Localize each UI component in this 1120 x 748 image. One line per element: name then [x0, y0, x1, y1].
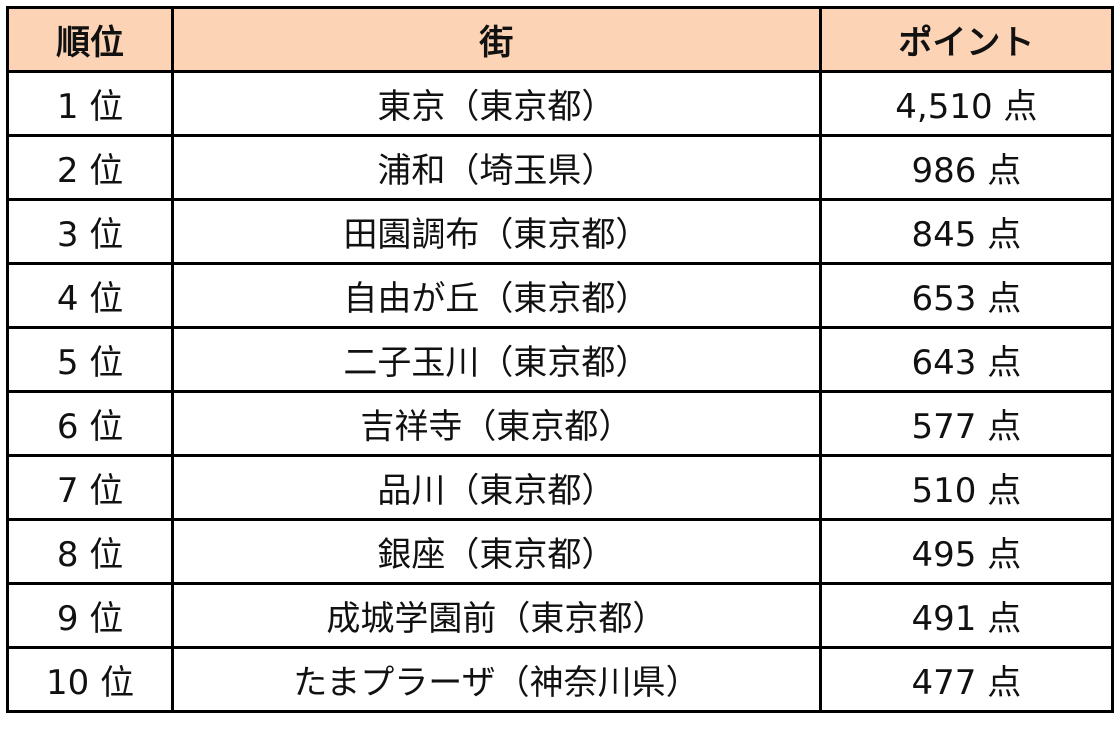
- cell-rank: 4 位: [5, 262, 175, 329]
- cell-town: 東京（東京都）: [171, 70, 822, 137]
- cell-town: 品川（東京都）: [171, 454, 822, 521]
- cell-rank: 10 位: [5, 646, 175, 713]
- cell-town: 成城学園前（東京都）: [171, 582, 822, 649]
- cell-points: 577 点: [818, 390, 1115, 457]
- cell-town: 田園調布（東京都）: [171, 198, 822, 265]
- cell-points: 491 点: [818, 582, 1115, 649]
- cell-town: 自由が丘（東京都）: [171, 262, 822, 329]
- cell-points: 653 点: [818, 262, 1115, 329]
- cell-rank: 1 位: [5, 70, 175, 137]
- header-points: ポイント: [818, 6, 1115, 73]
- cell-town: 浦和（埼玉県）: [171, 134, 822, 201]
- table-row: 2 位浦和（埼玉県） 986 点: [5, 134, 1115, 201]
- cell-points: 845 点: [818, 198, 1115, 265]
- cell-rank: 2 位: [5, 134, 175, 201]
- cell-town: たまプラーザ（神奈川県）: [171, 646, 822, 713]
- table-row: 9 位成城学園前（東京都） 491 点: [5, 582, 1115, 649]
- header-rank: 順位: [5, 6, 175, 73]
- cell-points: 477 点: [818, 646, 1115, 713]
- table-row: 6 位吉祥寺（東京都） 577 点: [5, 390, 1115, 457]
- cell-points: 986 点: [818, 134, 1115, 201]
- table-row: 1 位東京（東京都） 4,510 点: [5, 70, 1115, 137]
- cell-points: 510 点: [818, 454, 1115, 521]
- cell-rank: 5 位: [5, 326, 175, 393]
- cell-town: 銀座（東京都）: [171, 518, 822, 585]
- cell-points: 495 点: [818, 518, 1115, 585]
- table-row: 8 位銀座（東京都） 495 点: [5, 518, 1115, 585]
- cell-rank: 3 位: [5, 198, 175, 265]
- cell-points: 4,510 点: [818, 70, 1115, 137]
- table-row: 4 位自由が丘（東京都） 653 点: [5, 262, 1115, 329]
- cell-town: 吉祥寺（東京都）: [171, 390, 822, 457]
- table-row: 5 位二子玉川（東京都） 643 点: [5, 326, 1115, 393]
- cell-town: 二子玉川（東京都）: [171, 326, 822, 393]
- cell-rank: 9 位: [5, 582, 175, 649]
- table-row: 10 位たまプラーザ（神奈川県） 477 点: [5, 646, 1115, 713]
- header-town: 街: [171, 6, 822, 73]
- header-row: 順位 街 ポイント: [5, 6, 1115, 73]
- cell-rank: 7 位: [5, 454, 175, 521]
- table-row: 7 位品川（東京都） 510 点: [5, 454, 1115, 521]
- table-row: 3 位田園調布（東京都） 845 点: [5, 198, 1115, 265]
- cell-rank: 6 位: [5, 390, 175, 457]
- cell-points: 643 点: [818, 326, 1115, 393]
- cell-rank: 8 位: [5, 518, 175, 585]
